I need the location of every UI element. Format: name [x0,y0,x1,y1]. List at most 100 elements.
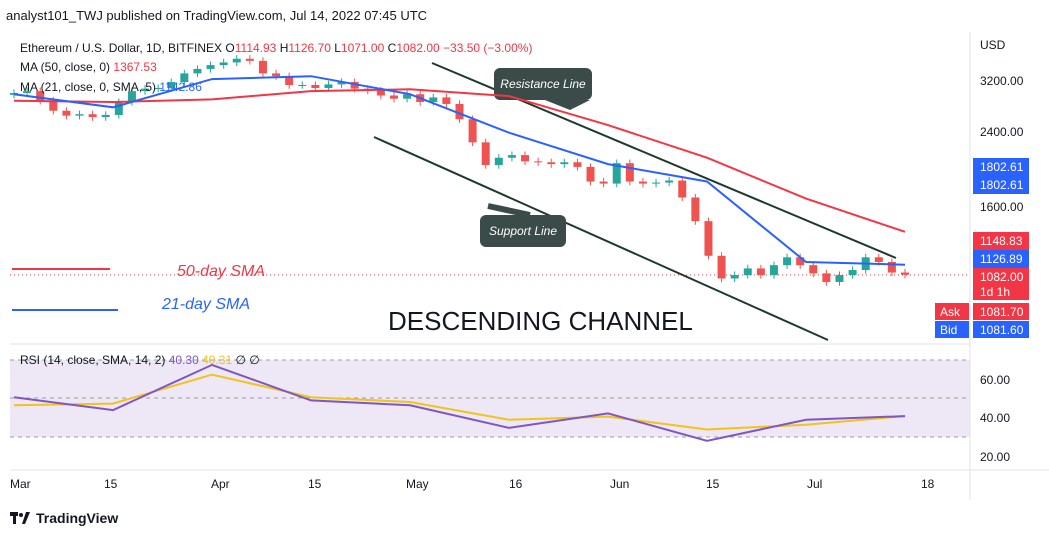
rsi-tick: 40.00 [980,411,1010,425]
support-line[interactable] [373,136,829,341]
candle-body [258,60,267,74]
footer-brand: TradingView [36,510,119,526]
candle-body [704,221,713,256]
time-tick: 18 [921,477,935,491]
price-tag: 1802.61 [980,178,1024,192]
low-label: L [334,41,341,55]
candle-body [114,101,123,115]
countdown: 1d 1h [980,285,1010,299]
candle-body [534,161,543,163]
candle-body [62,110,71,116]
time-tick: May [406,477,429,491]
candle-body [494,157,503,166]
candle-body [809,265,818,274]
rsi-lines-group [13,363,906,442]
close-label: C [387,41,397,55]
candle-body [141,88,150,92]
candle-body [822,273,831,282]
ma21-legend[interactable]: MA (21, close, 0, SMA, 5) 1142.86 [20,80,202,94]
ma50-line [13,88,906,233]
resistance-label: Resistance Line [500,77,586,91]
close-value: 1082.00 [396,41,440,55]
currency-label: USD [980,38,1006,52]
ask-label: Ask [940,305,961,319]
candle-body [272,73,281,77]
support-label: Support Line [489,224,557,238]
candle-body [783,257,792,266]
bid-label: Bid [940,323,957,337]
candle-body [887,261,896,273]
ma50-legend[interactable]: MA (50, close, 0) 1367.53 [20,60,157,74]
price-pane [10,32,970,340]
ask-label-bg [935,303,969,320]
candle-body [612,163,621,184]
price-tick: 2400.00 [980,125,1024,139]
candle-body [796,257,805,266]
candle-body [638,181,647,184]
high-value: 1126.70 [288,41,331,55]
candle-body [625,163,634,182]
candle-body [429,97,438,102]
candle-body [10,92,18,95]
support-callout [480,215,566,247]
ma-lines-group [13,75,906,266]
last-price: 1082.00 [980,270,1024,284]
rsi-legend[interactable]: RSI (14, close, SMA, 14, 2) 40.30 40.31 … [20,353,260,367]
candle-body [167,82,176,89]
candle-body [285,76,294,86]
change-value: −33.50 (−3.00%) [443,41,533,55]
candle-body [206,65,215,69]
symbol-title: Ethereum / U.S. Dollar, 1D, BITFINEX [20,41,223,55]
price-tick: 3200.00 [980,74,1024,88]
rsi-label: RSI (14, close, SMA, 14, 2) [20,353,166,367]
price-tag: 1126.89 [980,252,1023,266]
time-tick: 15 [706,477,720,491]
time-tick: Jul [807,477,822,491]
candle-body [127,91,136,102]
candle-body [769,265,778,276]
bid-value-bg [973,321,1029,338]
candle-body [36,91,45,101]
candle-body [219,62,228,66]
candle-body [23,91,32,93]
candle-body [573,162,582,167]
rsi-tick: 60.00 [980,373,1010,387]
candle-body [75,114,84,116]
candle-body [298,85,307,87]
candle-body [835,275,844,282]
candle-body [403,94,412,99]
ask-value-bg [973,303,1029,320]
tradingview-footer[interactable]: TradingView [10,510,118,526]
candle-body [730,275,739,279]
price-tag-blue-bg [973,158,1029,194]
low-value: 1071.00 [340,41,385,55]
tradingview-logo-icon [10,512,30,524]
candle-body [874,257,883,262]
price-tag: 1802.61 [980,160,1024,174]
candle-body [678,180,687,198]
candle-body [154,88,163,90]
candle-body [468,119,477,143]
ma21-value: 1142.86 [159,80,202,94]
ask-value: 1081.70 [980,305,1024,319]
price-tag-blue2-bg [973,250,1029,268]
candles-group [10,55,909,286]
price-tag: 1148.83 [980,234,1023,248]
candle-body [743,268,752,276]
candle-body [756,268,765,276]
candle-body [691,197,700,222]
support-pointer-stem [487,203,531,218]
ma21-line [13,75,906,266]
candle-body [717,255,726,279]
candle-body [245,58,254,61]
candle-body [665,180,674,183]
rsi-value: 40.30 [168,353,199,367]
rsi-ma-value: 40.31 [202,353,233,367]
bid-label-bg [935,321,969,338]
resistance-pointer [545,100,590,110]
candle-body [180,73,189,83]
open-value: 1114.93 [234,41,277,55]
time-tick: 15 [308,477,322,491]
